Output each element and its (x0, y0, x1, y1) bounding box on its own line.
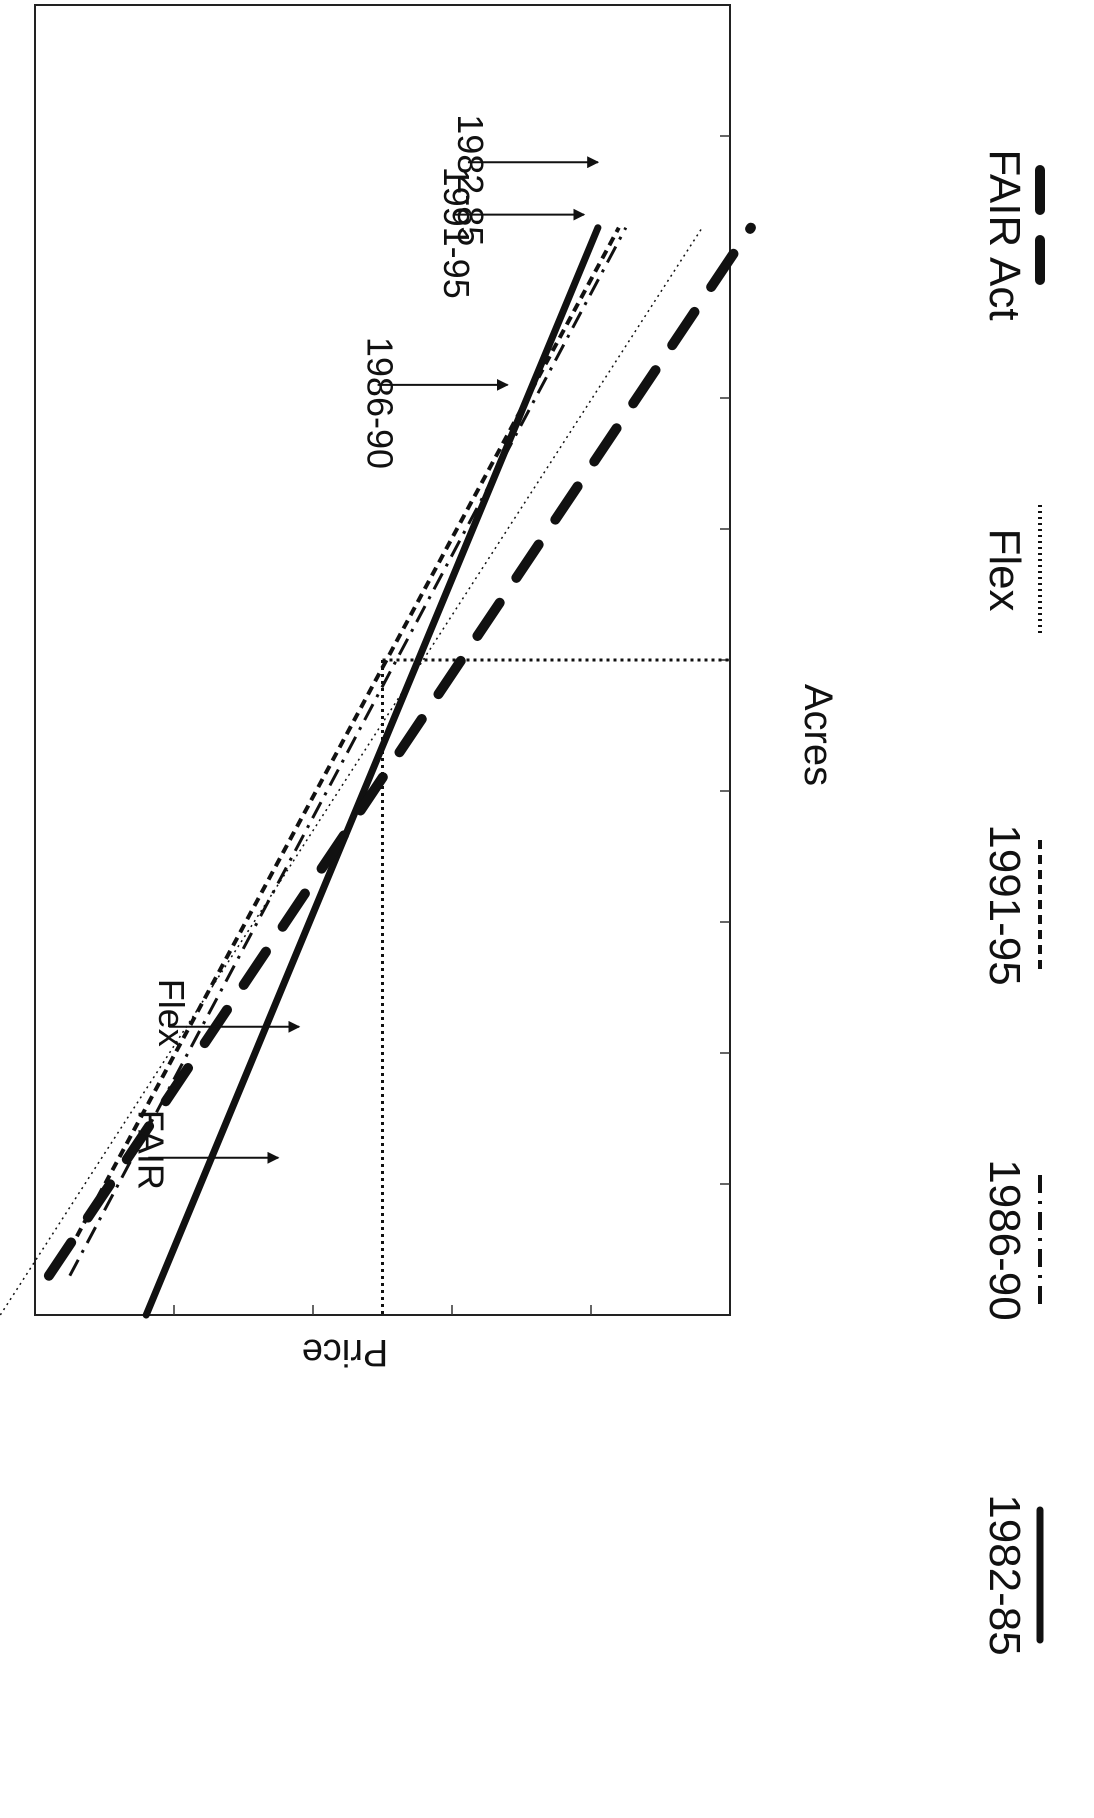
legend-label-1: 1986-90 (980, 1159, 1029, 1320)
legend: 1982-85 1986-90 1991-95 Flex FAIR Act (980, 149, 1045, 1656)
series-line-4 (43, 222, 756, 1281)
y-axis-ticks (173, 1305, 592, 1315)
legend-label-0: 1982-85 (980, 1494, 1029, 1655)
legend-label-3: Flex (980, 528, 1029, 611)
series-layer (0, 222, 756, 1319)
series-line-0 (142, 224, 602, 1319)
series-line-2 (68, 226, 621, 1251)
annotation-label: FAIR (130, 1110, 171, 1190)
x-axis-label: Acres (796, 684, 840, 786)
reference-lines (381, 658, 730, 1315)
annotation-label: 1986-90 (360, 337, 401, 469)
annotation-label: 1982-85 (450, 114, 491, 246)
y-axis-label: Price (302, 1331, 389, 1373)
legend-label-4: FAIR Act (980, 149, 1029, 320)
annotation-label: Flex (151, 979, 192, 1047)
series-line-3 (0, 227, 703, 1316)
legend-label-2: 1991-95 (980, 824, 1029, 985)
annotation-label: 1991-95 (436, 167, 477, 299)
